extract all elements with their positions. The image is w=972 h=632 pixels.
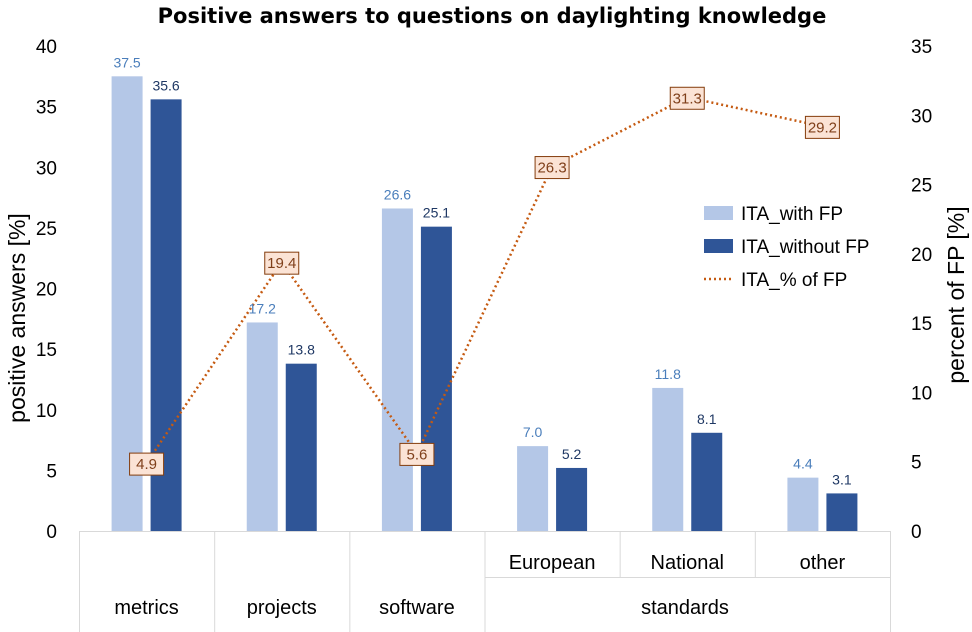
category-labels: metrics projects software European National o… [114,552,845,619]
line-label-text: 5.6 [406,446,427,463]
y-tick-label: 30 [36,158,57,179]
bars [111,76,858,531]
legend-item: ITA_% of FP [704,270,847,291]
category-group-label: standards [641,597,729,619]
y2-tick-label: 35 [911,37,932,58]
bar-data-label: 25.1 [423,205,450,221]
bar-data-label: 37.5 [113,54,140,70]
bar-with-fp [652,387,684,531]
legend-label: ITA_% of FP [741,270,847,291]
y-tick-label: 5 [46,461,57,482]
category-label: other [800,552,846,574]
y2-axis-ticks: 0 5 10 15 20 25 30 35 [911,37,932,543]
bar-without-fp [691,432,723,531]
percent-fp-line [145,95,823,464]
bar-without-fp [826,493,858,531]
bar-with-fp [246,322,278,531]
legend-swatch [704,206,733,220]
y2-tick-label: 0 [911,522,922,543]
bar-with-fp [517,446,549,531]
line-data-label: 29.2 [804,115,840,139]
bar-data-label: 4.4 [793,456,813,472]
bar-without-fp [420,226,452,531]
line-label-text: 19.4 [267,255,296,272]
y2-tick-label: 5 [911,453,922,474]
line-data-label: 31.3 [669,86,705,110]
category-label: metrics [114,597,178,619]
category-label: European [509,552,596,574]
bar-with-fp [381,208,413,531]
legend-item: ITA_without FP [704,237,869,258]
legend-label: ITA_with FP [741,204,843,225]
bar-data-label: 8.1 [697,411,717,427]
line-data-label: 19.4 [264,251,300,275]
bar-without-fp [285,363,317,531]
line-label-box [129,452,165,476]
line-label-text: 4.9 [136,456,157,473]
y2-tick-label: 25 [911,176,932,197]
y-tick-label: 35 [36,98,57,119]
chart-title: Positive answers to questions on dayligh… [158,4,827,28]
legend-item: ITA_with FP [704,204,843,225]
bar-without-fp [556,467,588,531]
y-tick-label: 40 [36,37,57,58]
y-tick-label: 25 [36,219,57,240]
y-tick-label: 0 [46,522,57,543]
line-data-labels: 4.9 19.4 5.6 26.3 31.3 29.2 [129,86,840,476]
bar-data-label: 7.0 [523,424,543,440]
y-tick-label: 20 [36,280,57,301]
line-label-text: 31.3 [673,90,702,107]
bar-data-label: 11.8 [655,366,681,382]
bar-data-label: 13.8 [288,342,315,358]
line-data-label: 5.6 [399,442,435,466]
bar-data-labels: 37.5 17.2 26.6 7.0 11.8 4.4 35.6 13.8 25.1 5.2 8.1… [113,54,851,487]
line-label-text: 29.2 [808,119,837,136]
line-label-box [669,86,705,110]
y2-tick-label: 15 [911,314,932,335]
y-axis-title: positive answers [%] [4,213,30,423]
y-axis-ticks: 0 5 10 15 20 25 30 35 40 [36,37,57,543]
bar-data-label: 17.2 [249,300,276,316]
legend-swatch [704,239,733,253]
line-label-box [804,115,840,139]
bar-data-label: 26.6 [384,186,411,202]
legend-label: ITA_without FP [741,237,869,258]
y2-tick-label: 10 [911,383,932,404]
category-axis-frame [79,531,891,632]
bar-with-fp [787,477,819,531]
line-label-box [399,442,435,466]
y2-tick-label: 20 [911,245,932,266]
line-label-box [534,156,570,180]
line-data-label: 26.3 [534,156,570,180]
legend: ITA_with FP ITA_without FP ITA_% of FP [704,204,869,291]
bar-data-label: 35.6 [152,77,179,93]
y2-tick-label: 30 [911,106,932,127]
category-label: projects [247,597,317,619]
percent-fp-series-line [145,95,823,464]
category-label: National [651,552,724,574]
category-label: software [379,597,455,619]
bar-data-label: 5.2 [562,446,582,462]
y-tick-label: 15 [36,340,57,361]
bar-data-label: 3.1 [832,471,852,487]
y2-axis-title: percent of FP [%] [943,206,969,383]
line-label-text: 26.3 [537,160,566,177]
line-label-box [264,251,300,275]
line-data-label: 4.9 [129,452,165,476]
y-tick-label: 10 [36,401,57,422]
